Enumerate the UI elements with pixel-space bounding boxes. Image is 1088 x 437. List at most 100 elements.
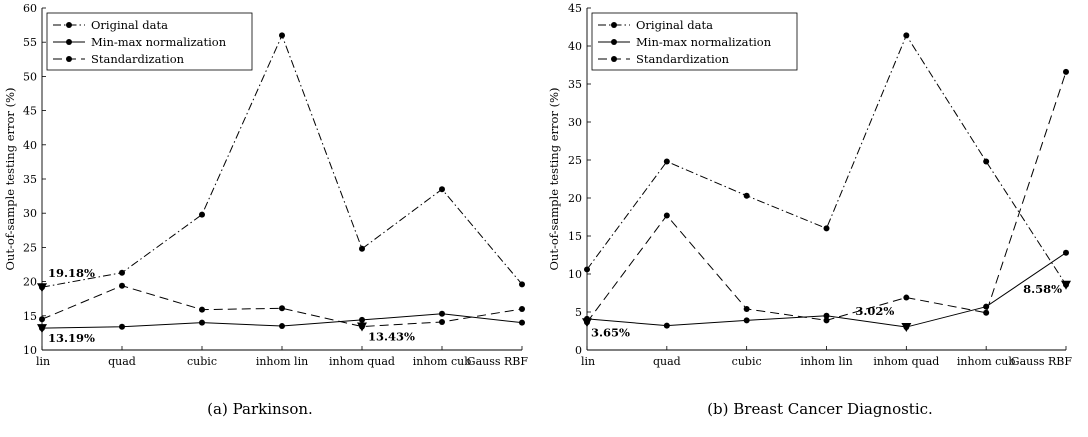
x-tick-label: inhom cub <box>957 355 1016 368</box>
series-2-point <box>903 294 910 301</box>
series-line-2 <box>586 71 1067 323</box>
series-1-point <box>1063 249 1069 256</box>
series-2-point <box>663 212 670 219</box>
legend-marker-1 <box>611 39 617 45</box>
y-tick-label: 20 <box>23 276 37 289</box>
series-1-point <box>199 319 205 326</box>
legend-label-2: Standardization <box>636 52 730 66</box>
best-marker <box>37 283 47 293</box>
series-0-point <box>743 192 750 199</box>
series-0-point <box>119 269 125 276</box>
y-tick-label: 50 <box>23 70 37 83</box>
series-2-point <box>39 316 45 323</box>
y-tick-label: 20 <box>568 192 582 205</box>
series-1-point <box>359 316 365 323</box>
y-tick-label: 35 <box>568 78 582 91</box>
y-axis-label: Out-of-sample testing error (%) <box>547 88 561 271</box>
x-tick-label: lin <box>581 355 595 368</box>
y-tick-label: 45 <box>23 105 37 118</box>
series-0-point <box>584 266 590 273</box>
series-0-point <box>823 225 830 232</box>
legend-marker-0 <box>66 22 72 28</box>
x-tick-label: inhom lin <box>256 355 308 368</box>
series-0-point <box>983 158 990 165</box>
best-marker <box>37 324 47 334</box>
series-1-point <box>823 312 830 319</box>
legend-label-0: Original data <box>636 18 713 32</box>
chart-breast-cancer: 0 5 10 15 20 25 30 35 40 45 lin quad cubic inhom lin i… <box>547 2 1073 368</box>
chart-parkinson: 10 15 20 25 30 35 40 45 50 55 60 lin quad cubic inhom … <box>3 2 529 368</box>
legend-label-2: Standardization <box>91 52 185 66</box>
x-tick-label: cubic <box>187 355 217 368</box>
series-line-0 <box>41 34 523 288</box>
series-2-point <box>279 305 285 312</box>
x-tick-label: cubic <box>732 355 762 368</box>
y-tick-label: 40 <box>23 139 37 152</box>
series-1-point <box>519 319 525 326</box>
series-1-point <box>743 317 750 324</box>
y-tick-label: 25 <box>568 154 582 167</box>
y-tick-label: 30 <box>23 207 37 220</box>
x-tick-label: quad <box>653 355 681 368</box>
series-2-point <box>439 318 445 325</box>
legend-marker-2 <box>611 56 617 62</box>
x-tick-label: inhom cub <box>413 355 472 368</box>
series-2-point <box>119 282 125 289</box>
legend-label-0: Original data <box>91 18 168 32</box>
series-1-point <box>119 323 125 330</box>
series-2-point <box>823 317 830 324</box>
y-tick-label: 15 <box>23 310 37 323</box>
annotation-label: 8.58% <box>1023 282 1062 296</box>
legend-marker-0 <box>611 22 617 28</box>
series-2-point <box>1063 68 1069 75</box>
best-marker <box>582 318 592 328</box>
y-tick-label: 25 <box>23 241 37 254</box>
series-0-point <box>519 281 525 288</box>
x-tick-label: Gauss RBF <box>467 355 529 368</box>
legend-label-1: Min-max normalization <box>91 35 227 49</box>
y-tick-label: 10 <box>23 344 37 357</box>
y-tick-label: 45 <box>568 2 582 15</box>
x-tick-label: quad <box>108 355 136 368</box>
annotation-label: 3.02% <box>855 304 894 318</box>
y-tick-label: 30 <box>568 116 582 129</box>
annotation-label: 3.65% <box>591 325 630 339</box>
y-tick-label: 35 <box>23 173 37 186</box>
y-tick-label: 15 <box>568 230 582 243</box>
series-1-point <box>663 322 670 329</box>
x-tick-label: lin <box>36 355 50 368</box>
best-marker <box>1061 280 1071 290</box>
series-0-point <box>199 211 205 218</box>
x-tick-label: inhom lin <box>800 355 852 368</box>
series-2-point <box>199 306 205 313</box>
series-0-point <box>663 158 670 165</box>
series-0-point <box>439 186 445 193</box>
legend-marker-2 <box>66 56 72 62</box>
best-marker <box>357 322 367 332</box>
y-tick-label: 55 <box>23 36 37 49</box>
y-tick-label: 10 <box>568 268 582 281</box>
annotation-label: 13.43% <box>368 330 415 344</box>
series-2-point <box>743 305 750 312</box>
legend-marker-1 <box>66 39 72 45</box>
y-tick-label: 0 <box>575 344 582 357</box>
series-1-point <box>279 323 285 330</box>
caption-parkinson: (a) Parkinson. <box>207 400 313 418</box>
series-0-point <box>359 245 365 252</box>
series-1-point <box>439 310 445 317</box>
caption-breast-cancer: (b) Breast Cancer Diagnostic. <box>707 400 933 418</box>
y-tick-label: 40 <box>568 40 582 53</box>
series-2-point <box>983 309 990 316</box>
x-tick-label: inhom quad <box>329 355 395 368</box>
y-axis-label: Out-of-sample testing error (%) <box>3 88 17 271</box>
series-0-point <box>279 32 285 39</box>
annotation-label: 19.18% <box>48 266 95 280</box>
annotation-label: 13.19% <box>48 331 95 345</box>
series-0-point <box>903 32 910 39</box>
x-tick-label: inhom quad <box>873 355 939 368</box>
y-tick-label: 5 <box>575 306 582 319</box>
x-tick-label: Gauss RBF <box>1011 355 1073 368</box>
legend-label-1: Min-max normalization <box>636 35 772 49</box>
best-marker <box>901 323 912 333</box>
y-tick-label: 60 <box>23 2 37 15</box>
